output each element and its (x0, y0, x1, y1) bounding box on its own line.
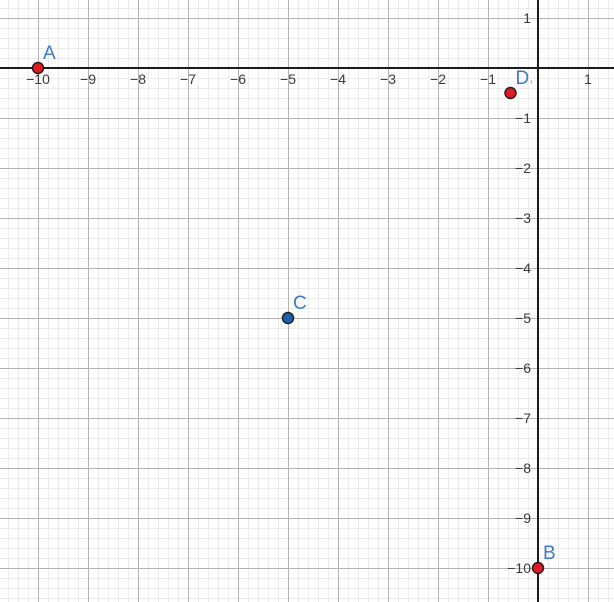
x-tick-label: −8 (130, 71, 146, 87)
point-D[interactable] (504, 86, 517, 100)
x-tick-label: −4 (330, 71, 346, 87)
point-label-D: D (516, 68, 530, 89)
point-label-C: C (293, 293, 307, 314)
y-tick-labels: 1 −1 −2 −3 −4 −5 −6 −7 −8 −9 −10 (507, 10, 531, 576)
y-tick-label: −6 (515, 360, 531, 376)
x-tick-label: −6 (230, 71, 246, 87)
y-tick-label: −2 (515, 160, 531, 176)
y-tick-label: −3 (515, 210, 531, 226)
y-tick-label: −9 (515, 510, 531, 526)
point-label-B: B (543, 543, 556, 564)
x-tick-label: −1 (480, 71, 496, 87)
y-tick-label: −7 (515, 410, 531, 426)
y-tick-label: −8 (515, 460, 531, 476)
y-tick-label: −10 (507, 560, 531, 576)
data-points: A B C D, (31, 43, 556, 575)
point-label-A: A (43, 43, 56, 64)
x-tick-label: −5 (280, 71, 296, 87)
point-C[interactable] (281, 311, 295, 325)
x-tick-label: −3 (380, 71, 396, 87)
y-tick-label: −5 (515, 310, 531, 326)
y-tick-label: 1 (523, 10, 531, 26)
x-tick-label: −7 (180, 71, 196, 87)
point-A[interactable] (31, 61, 45, 75)
y-tick-label: −4 (515, 260, 531, 276)
y-tick-label: −1 (515, 110, 531, 126)
point-B[interactable] (531, 561, 545, 575)
x-tick-label: 1 (584, 71, 592, 87)
x-tick-label: −9 (80, 71, 96, 87)
x-tick-label: −2 (430, 71, 446, 87)
point-label-artifact-D: , (530, 70, 534, 85)
x-tick-labels: −10 −9 −8 −7 −6 −5 −4 −3 −2 −1 1 (26, 71, 592, 87)
x-tick-label: −10 (26, 71, 50, 87)
